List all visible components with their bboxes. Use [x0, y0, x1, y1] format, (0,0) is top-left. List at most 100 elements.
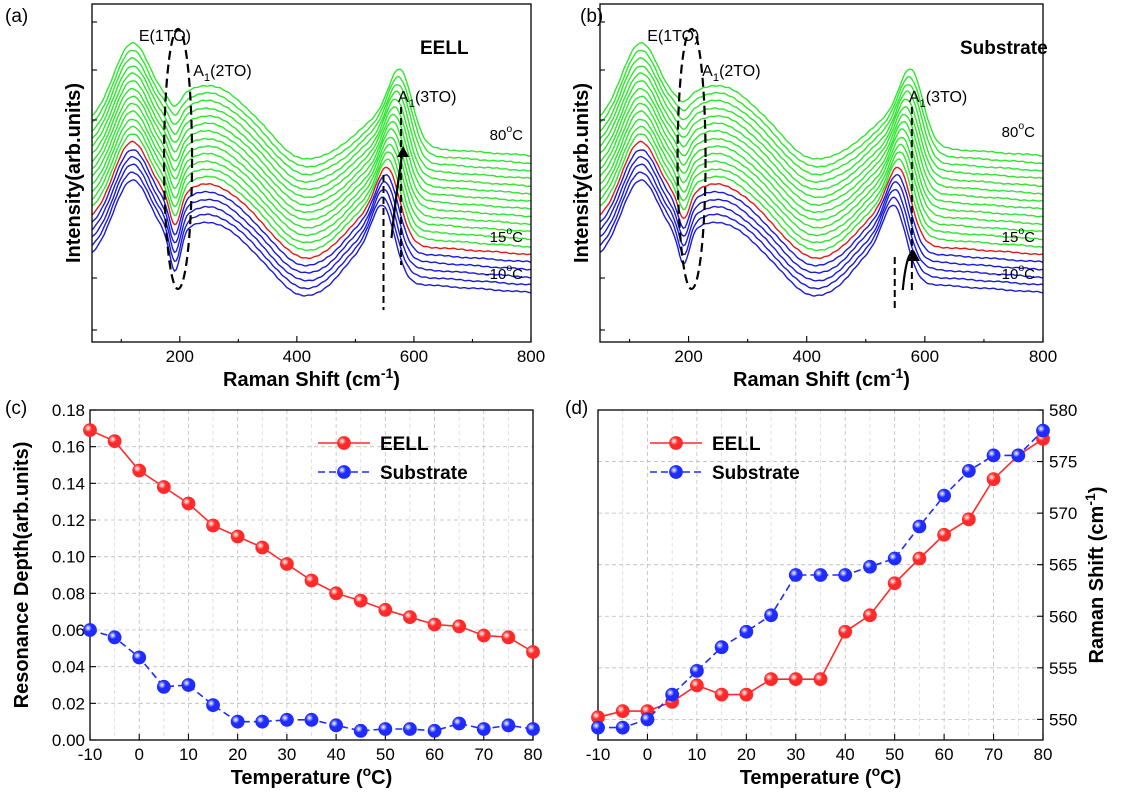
- text-span: C): [880, 767, 901, 789]
- spectra-lines: [600, 41, 1043, 297]
- data-point-substrate: [403, 722, 417, 736]
- data-point-substrate: [329, 718, 344, 733]
- y-tick-label: 575: [1049, 453, 1077, 472]
- legend-marker: [337, 465, 351, 479]
- text-span: A: [398, 89, 409, 106]
- text-span: E(1TO): [647, 28, 699, 45]
- text-span: o: [506, 123, 512, 135]
- data-point-eell: [403, 610, 417, 625]
- text-span: E(1TO): [139, 28, 191, 45]
- data-point-eell: [156, 480, 171, 494]
- x-tick-label: 10: [179, 745, 198, 764]
- text-span: 80: [490, 127, 507, 144]
- data-point-eell: [813, 672, 828, 687]
- x-axis-label: Temperature (oC): [231, 763, 393, 789]
- spectrum-line: [600, 65, 1043, 184]
- text-span: 1: [713, 72, 719, 84]
- dashed-ellipse: [676, 27, 707, 291]
- data-point-eell: [937, 527, 952, 542]
- data-point-eell: [83, 423, 97, 438]
- text-span: ): [903, 369, 910, 391]
- text-span: -1: [1082, 493, 1098, 506]
- spectrum-line: [600, 41, 1043, 160]
- text-span: C: [1024, 266, 1035, 283]
- text-span: o: [872, 763, 881, 779]
- text-span: A: [702, 63, 713, 80]
- data-point-substrate: [813, 568, 828, 582]
- panel-label: (b): [580, 6, 603, 27]
- x-tick-label: 70: [474, 745, 493, 764]
- shift-arrow: [390, 147, 405, 239]
- x-axis-label: Raman Shift (cm-1): [223, 365, 400, 391]
- data-point-eell: [452, 619, 467, 634]
- data-point-substrate: [591, 720, 605, 735]
- text-span: (2TO): [210, 63, 251, 80]
- x-tick-label: 600: [400, 347, 428, 366]
- temperature-label: 15oC: [1002, 225, 1036, 246]
- peak-label-a1-2to: A1(2TO): [193, 63, 251, 84]
- panel-b: 200 400 600 800 Raman Shift (cm-1) Intensity(…: [571, 3, 1057, 391]
- text-span: 1: [920, 98, 926, 110]
- data-point-eell: [329, 586, 344, 601]
- spectrum-line: [92, 149, 531, 267]
- spectrum-line: [600, 87, 1043, 207]
- data-point-eell: [206, 518, 220, 533]
- text-span: -10: [485, 266, 507, 283]
- y-tick-label: 0.14: [52, 474, 85, 493]
- x-tick-label: -10: [78, 745, 103, 764]
- y-tick-label: 0.18: [52, 401, 85, 420]
- data-point-eell: [476, 628, 491, 643]
- data-point-eell: [961, 512, 976, 527]
- spectrum-line: [600, 125, 1043, 244]
- legend-label: Substrate: [380, 463, 468, 484]
- x-tick-label: 60: [935, 745, 954, 764]
- spectrum-line: [92, 133, 531, 252]
- text-span: o: [1018, 120, 1024, 132]
- spectrum-line: [600, 49, 1043, 168]
- data-point-substrate: [764, 608, 778, 623]
- x-tick-label: 30: [786, 745, 805, 764]
- data-point-substrate: [476, 722, 491, 736]
- spectrum-line: [600, 155, 1043, 274]
- data-point-eell: [689, 678, 704, 693]
- data-point-substrate: [986, 448, 1001, 463]
- y-axis-label: Raman Shift (cm-1): [1082, 487, 1108, 664]
- x-tick-label: 70: [984, 745, 1003, 764]
- y-tick-label: 550: [1049, 710, 1077, 729]
- text-span: C: [1024, 229, 1035, 246]
- data-point-substrate: [378, 722, 393, 736]
- y-tick-label: 555: [1049, 659, 1077, 678]
- x-tick-label: 50: [376, 745, 395, 764]
- spectrum-line: [92, 110, 531, 229]
- temperature-label: -10oC: [997, 262, 1036, 283]
- peak-label-e1to: E(1TO): [647, 28, 699, 45]
- text-span: C): [371, 767, 392, 789]
- data-point-eell: [378, 602, 393, 617]
- spectrum-line: [600, 95, 1043, 214]
- data-point-eell: [986, 472, 1001, 486]
- plot-frame: [91, 3, 532, 343]
- x-tick-label: 200: [674, 347, 702, 366]
- data-point-substrate: [304, 712, 319, 727]
- x-tick-label: 10: [687, 745, 706, 764]
- x-tick-label: 20: [228, 745, 247, 764]
- legend-marker: [669, 436, 683, 450]
- text-span: Temperature: [740, 767, 865, 789]
- spectrum-line: [92, 80, 531, 199]
- y-tick-label: 560: [1049, 607, 1077, 626]
- data-point-eell: [912, 551, 927, 566]
- y-tick-label: 0.04: [52, 658, 85, 677]
- text-span: Temperature: [231, 767, 356, 789]
- text-span: cm: [862, 369, 891, 391]
- x-tick-label: 60: [425, 745, 444, 764]
- data-point-substrate: [255, 714, 270, 729]
- x-tick-label: 20: [737, 745, 756, 764]
- panel-label: (a): [5, 6, 28, 27]
- data-point-substrate: [132, 650, 147, 665]
- data-point-substrate: [83, 623, 97, 637]
- temperature-label: 80oC: [1002, 120, 1036, 141]
- y-tick-label: 580: [1049, 401, 1077, 420]
- y-tick-label: 0.08: [52, 584, 85, 603]
- data-point-substrate: [107, 630, 122, 645]
